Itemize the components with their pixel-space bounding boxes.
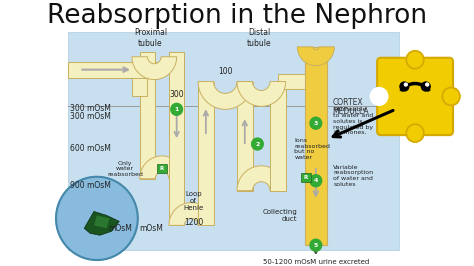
Circle shape — [442, 88, 460, 105]
FancyBboxPatch shape — [237, 82, 253, 191]
Text: 50-1200 mOsM urine excreted: 50-1200 mOsM urine excreted — [263, 259, 369, 265]
Text: Only
water
reabsorbed: Only water reabsorbed — [107, 160, 143, 177]
Text: Ions
reabsorbed
but no
water: Ions reabsorbed but no water — [294, 138, 330, 160]
Text: 300: 300 — [169, 90, 184, 99]
FancyBboxPatch shape — [169, 52, 184, 225]
Circle shape — [370, 88, 388, 105]
FancyBboxPatch shape — [377, 58, 453, 135]
Circle shape — [406, 51, 424, 69]
Text: CORTEX: CORTEX — [332, 98, 363, 107]
Text: 100: 100 — [218, 67, 233, 76]
Circle shape — [404, 83, 407, 86]
Text: 900 mOsM: 900 mOsM — [70, 181, 110, 190]
Circle shape — [56, 177, 138, 260]
Polygon shape — [132, 57, 177, 80]
FancyBboxPatch shape — [132, 57, 147, 97]
Text: 1: 1 — [174, 107, 179, 112]
FancyBboxPatch shape — [169, 52, 184, 179]
Text: 3: 3 — [314, 121, 318, 126]
Text: 300 mOsM: 300 mOsM — [70, 104, 110, 113]
FancyBboxPatch shape — [270, 82, 286, 191]
Text: 1200: 1200 — [184, 218, 204, 227]
Text: Distal
tubule: Distal tubule — [247, 28, 272, 48]
Text: R: R — [160, 166, 164, 171]
FancyBboxPatch shape — [68, 32, 399, 250]
Text: 5: 5 — [314, 243, 318, 248]
Polygon shape — [84, 211, 119, 235]
Circle shape — [171, 103, 182, 115]
Polygon shape — [297, 47, 334, 66]
Text: Proximal
tubule: Proximal tubule — [134, 28, 167, 48]
Circle shape — [310, 239, 322, 251]
Text: 4: 4 — [314, 178, 318, 183]
Circle shape — [400, 82, 409, 91]
FancyBboxPatch shape — [301, 173, 311, 182]
FancyBboxPatch shape — [68, 62, 157, 78]
Text: MEDULLA: MEDULLA — [332, 107, 369, 116]
Polygon shape — [237, 166, 286, 191]
Text: Collecting
duct: Collecting duct — [263, 209, 297, 222]
Circle shape — [421, 82, 430, 91]
Circle shape — [252, 138, 263, 150]
Circle shape — [310, 175, 322, 187]
Polygon shape — [169, 202, 214, 225]
FancyBboxPatch shape — [68, 62, 147, 78]
Text: Variable
reabsorption
of water and
solutes: Variable reabsorption of water and solut… — [333, 165, 374, 187]
Text: Loop
of
Henle: Loop of Henle — [183, 190, 203, 211]
Text: mOsM: mOsM — [140, 224, 164, 233]
FancyBboxPatch shape — [140, 52, 155, 179]
Polygon shape — [140, 156, 184, 179]
Polygon shape — [237, 82, 286, 106]
FancyBboxPatch shape — [157, 164, 167, 173]
Text: 300 mOsM: 300 mOsM — [70, 112, 110, 121]
FancyBboxPatch shape — [278, 74, 308, 89]
Text: 600 mOsM: 600 mOsM — [70, 144, 110, 153]
Circle shape — [406, 124, 424, 142]
Text: Permeable
to water and
solutes is
regulated by
hormones.: Permeable to water and solutes is regula… — [333, 107, 374, 135]
Text: 2: 2 — [255, 142, 260, 147]
Text: Reabsorption in the Nephron: Reabsorption in the Nephron — [47, 3, 427, 29]
FancyBboxPatch shape — [198, 82, 214, 225]
Circle shape — [426, 83, 428, 86]
Circle shape — [310, 117, 322, 129]
Text: R: R — [304, 175, 308, 180]
Polygon shape — [198, 82, 253, 109]
FancyBboxPatch shape — [305, 47, 327, 245]
Polygon shape — [94, 215, 109, 228]
Text: mOsM: mOsM — [109, 224, 132, 233]
